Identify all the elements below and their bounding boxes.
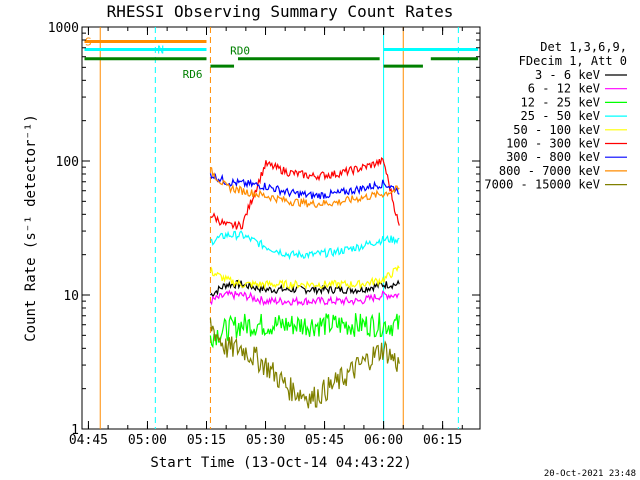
x-tick-label: 05:00 bbox=[128, 433, 167, 448]
series-line-5 bbox=[210, 156, 400, 230]
legend-title-line-1: Det 1,3,6,9, bbox=[540, 40, 627, 54]
legend: Det 1,3,6,9, FDecim 1, Att 0 3 - 6 keV6 … bbox=[484, 40, 627, 192]
legend-label: 800 - 7000 keV bbox=[499, 164, 600, 178]
series-line-1 bbox=[209, 289, 400, 307]
legend-label: 300 - 800 keV bbox=[506, 150, 600, 164]
y-tick-label: 1 bbox=[71, 423, 79, 438]
x-tick-label: 06:15 bbox=[423, 433, 462, 448]
series-line-7 bbox=[210, 166, 400, 208]
x-axis-ticks: 04:45 05:00 05:15 05:30 05:45 06:00 06:15 bbox=[69, 27, 463, 448]
status-bar-label: S bbox=[85, 35, 92, 48]
y-tick-label: 100 bbox=[56, 155, 79, 170]
x-tick-label: 04:45 bbox=[69, 433, 108, 448]
legend-label: 6 - 12 keV bbox=[528, 82, 600, 96]
legend-label: 3 - 6 keV bbox=[535, 68, 600, 82]
legend-label: 100 - 300 keV bbox=[506, 137, 600, 151]
legend-label: 7000 - 15000 keV bbox=[484, 178, 600, 192]
x-axis-label: Start Time (13-Oct-14 04:43:22) bbox=[150, 455, 411, 471]
x-tick-label: 05:30 bbox=[246, 433, 285, 448]
status-bar-label: N bbox=[157, 43, 164, 56]
footer-timestamp: 20-Oct-2021 23:48 bbox=[544, 469, 636, 479]
chart-title: RHESSI Observing Summary Count Rates bbox=[107, 2, 454, 21]
y-axis-ticks: 1 10 100 1000 bbox=[48, 21, 480, 438]
series-line-2 bbox=[209, 312, 400, 349]
y-tick-label: 10 bbox=[63, 289, 79, 304]
x-tick-label: 06:00 bbox=[364, 433, 403, 448]
plot-frame bbox=[81, 26, 481, 430]
series-line-0 bbox=[209, 279, 400, 298]
status-bar-label: RD6 bbox=[183, 68, 203, 81]
legend-label: 50 - 100 keV bbox=[513, 123, 600, 137]
legend-title-line-2: FDecim 1, Att 0 bbox=[519, 54, 627, 68]
status-bar-label: RD0 bbox=[230, 45, 250, 58]
series-line-6 bbox=[209, 173, 400, 200]
series-lines bbox=[209, 156, 400, 409]
x-tick-label: 05:45 bbox=[305, 433, 344, 448]
status-bars: S N RD0 RD6 bbox=[84, 35, 479, 81]
y-axis-label: Count Rate (s⁻¹ detector⁻¹) bbox=[23, 114, 39, 342]
series-line-8 bbox=[209, 318, 400, 409]
x-tick-label: 05:15 bbox=[187, 433, 226, 448]
legend-label: 12 - 25 keV bbox=[521, 95, 600, 109]
y-tick-label: 1000 bbox=[48, 21, 79, 36]
vertical-markers bbox=[99, 27, 459, 429]
series-line-3 bbox=[210, 230, 400, 261]
series-line-4 bbox=[209, 264, 400, 291]
legend-label: 25 - 50 keV bbox=[521, 109, 600, 123]
